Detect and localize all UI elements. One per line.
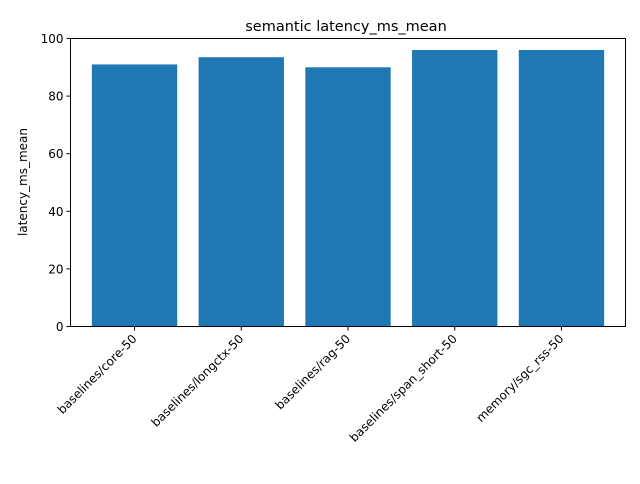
x-tick-label: baselines/core-50 <box>55 332 140 417</box>
x-axis: baselines/core-50 baselines/longctx-50 bas… <box>55 326 567 445</box>
y-tick-label: 100 <box>41 32 64 46</box>
bar-1 <box>198 57 284 327</box>
y-tick-label: 40 <box>48 205 63 219</box>
bars-group <box>91 50 605 327</box>
chart-title: semantic latency_ms_mean <box>245 19 447 35</box>
y-tick-label: 60 <box>48 147 63 161</box>
bar-3 <box>412 50 498 327</box>
y-tick-label: 0 <box>56 320 64 334</box>
bar-0 <box>91 64 178 327</box>
x-tick-label: memory/sgc_rss-50 <box>473 332 566 425</box>
y-axis-label: latency_ms_mean <box>16 128 30 236</box>
bar-4 <box>518 50 605 327</box>
y-axis: 0 20 40 60 80 100 <box>41 32 71 334</box>
bar-2 <box>305 67 391 327</box>
y-tick-label: 20 <box>48 262 63 276</box>
x-tick-label: baselines/longctx-50 <box>148 332 246 430</box>
plot-frame <box>70 38 626 327</box>
y-tick-label: 80 <box>48 90 63 104</box>
x-tick-label: baselines/rag-50 <box>272 332 353 413</box>
x-tick-label: baselines/span_short-50 <box>347 332 460 445</box>
